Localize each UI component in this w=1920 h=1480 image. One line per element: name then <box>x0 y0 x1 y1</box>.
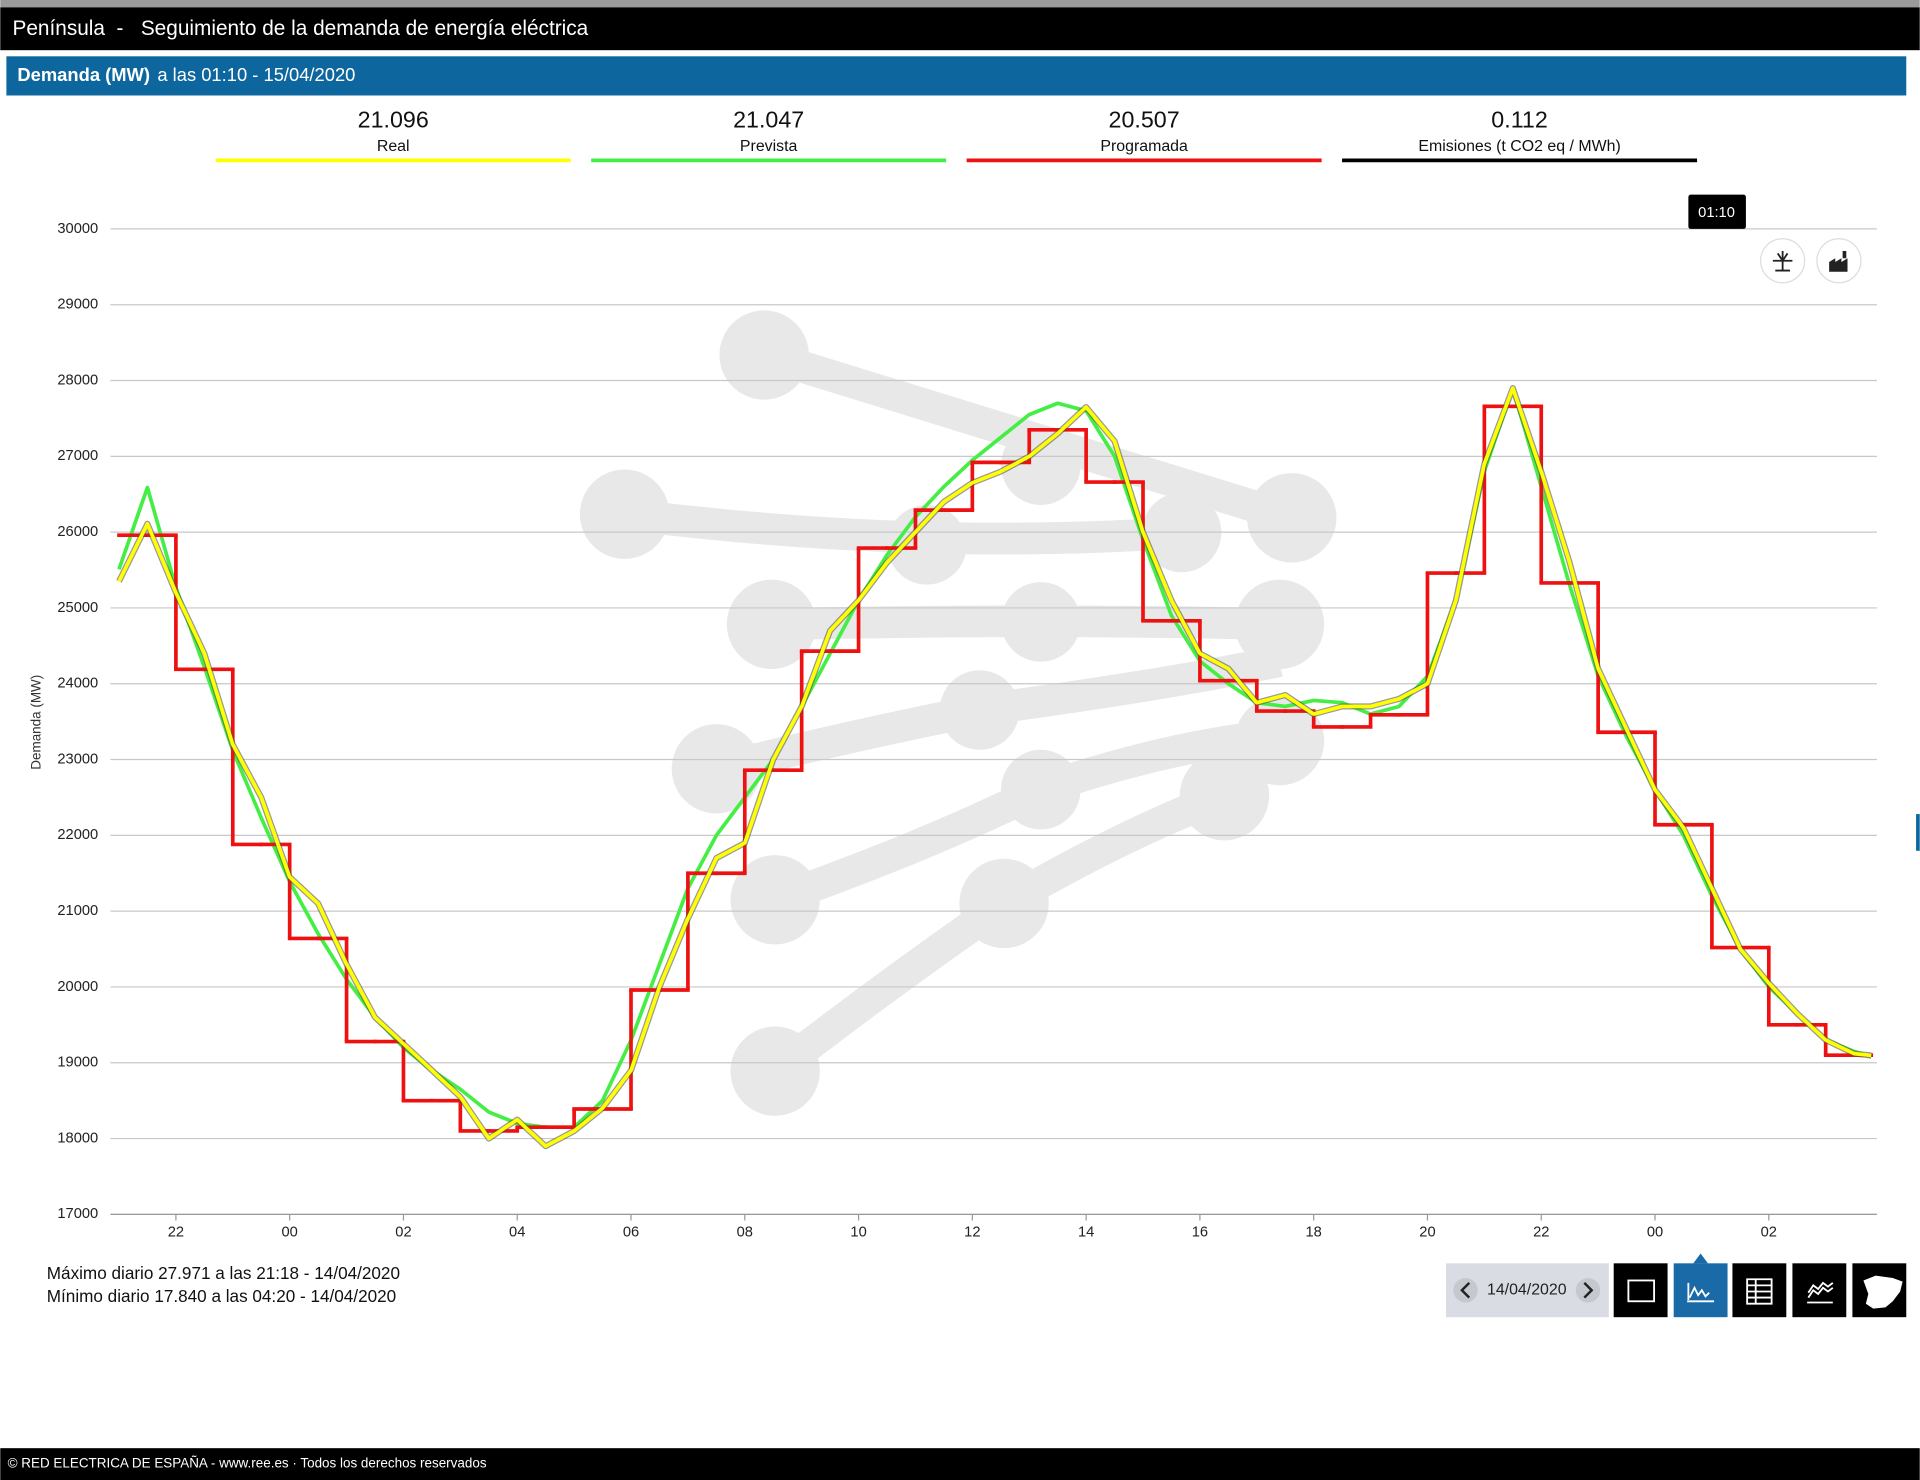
summary-value: 21.096 <box>358 106 429 132</box>
x-tick-label: 16 <box>1192 1225 1208 1241</box>
tooltip-text: 01:10 <box>1698 205 1735 221</box>
spain-icon <box>1863 1275 1903 1309</box>
daily-min: Mínimo diario 17.840 a las 04:20 - 14/04… <box>47 1286 396 1306</box>
y-tick-label: 23000 <box>57 751 98 767</box>
windmill-icon <box>1772 250 1793 272</box>
watermark-logo <box>579 310 1337 1116</box>
x-tick-label: 10 <box>850 1225 866 1241</box>
table-icon <box>1746 1278 1773 1305</box>
section-title: Demanda (MW) a las 01:10 - 15/04/2020 <box>17 64 355 85</box>
y-tick-label: 28000 <box>57 372 98 388</box>
calendar-icon <box>1627 1279 1656 1303</box>
prev-day[interactable] <box>1453 1278 1478 1303</box>
chart-button-pointer <box>1693 1253 1708 1264</box>
section-time: a las 01:10 - 15/04/2020 <box>157 64 355 85</box>
x-tick-label: 12 <box>964 1225 980 1241</box>
y-tick-label: 19000 <box>57 1055 98 1071</box>
y-tick-label: 30000 <box>57 221 98 237</box>
area-button[interactable] <box>1792 1263 1847 1318</box>
y-tick-label: 29000 <box>57 297 98 313</box>
footer-bar <box>0 1448 1920 1480</box>
x-tick-label: 20 <box>1419 1225 1435 1241</box>
area-icon <box>1807 1281 1834 1304</box>
x-tick-label: 00 <box>1647 1225 1663 1241</box>
x-tick-label: 00 <box>282 1225 298 1241</box>
x-tick-label: 02 <box>1761 1225 1777 1241</box>
summary-value: 20.507 <box>1109 106 1180 132</box>
x-tick-label: 18 <box>1306 1225 1322 1241</box>
title-bar <box>0 7 1920 51</box>
summary-label: Emisiones (t CO2 eq / MWh) <box>1418 138 1620 155</box>
y-tick-label: 24000 <box>57 676 98 692</box>
x-tick-label: 14 <box>1078 1225 1094 1241</box>
summary-label: Programada <box>1100 138 1188 155</box>
daily-max: Máximo diario 27.971 a las 21:18 - 14/04… <box>47 1263 400 1283</box>
chart-icon <box>1687 1282 1715 1303</box>
side-tab <box>1916 814 1920 851</box>
x-tick-label: 06 <box>623 1225 639 1241</box>
tooltip-box <box>1688 194 1746 229</box>
x-tick-label: 22 <box>1533 1225 1549 1241</box>
section-bold: Demanda (MW) <box>17 64 150 85</box>
y-tick-label: 18000 <box>57 1130 98 1146</box>
y-tick-label: 21000 <box>57 903 98 919</box>
chart-button[interactable] <box>1673 1263 1728 1318</box>
y-tick-label: 25000 <box>57 600 98 616</box>
y-tick-label: 22000 <box>57 827 98 843</box>
calendar-button[interactable] <box>1613 1263 1668 1318</box>
x-tick-label: 02 <box>395 1225 411 1241</box>
y-tick-label: 17000 <box>57 1206 98 1222</box>
x-tick-label: 08 <box>737 1225 753 1241</box>
y-tick-label: 26000 <box>57 524 98 540</box>
y-tick-label: 20000 <box>57 979 98 995</box>
nav-date: 14/04/2020 <box>1487 1281 1567 1298</box>
x-tick-label: 04 <box>509 1225 525 1241</box>
series-line <box>117 386 1872 1149</box>
summary-value: 21.047 <box>733 106 804 132</box>
page-title: Península - Seguimiento de la demanda de… <box>13 17 589 40</box>
next-arrow <box>1583 1282 1594 1299</box>
summary-label: Prevista <box>740 138 798 155</box>
summary-label: Real <box>377 138 410 155</box>
summary: 21.096 Real 21.047 Prevista 20.507 Programada… <box>215 106 1698 163</box>
top-strip <box>0 0 1920 8</box>
footer-text: © RED ELECTRICA DE ESPAÑA - www.ree.es ·… <box>8 1456 487 1471</box>
plot: 1700018000190002000021000220002300024000… <box>57 221 1877 1241</box>
y-axis-label: Demanda (MW) <box>29 675 44 770</box>
factory-icon <box>1829 250 1848 272</box>
next-day[interactable] <box>1575 1278 1601 1303</box>
section-bar <box>6 56 1907 96</box>
summary-value: 0.112 <box>1491 106 1547 132</box>
prev-arrow <box>1460 1282 1471 1299</box>
y-tick-label: 27000 <box>57 448 98 464</box>
x-tick-label: 22 <box>168 1225 184 1241</box>
table-button[interactable] <box>1732 1263 1787 1318</box>
